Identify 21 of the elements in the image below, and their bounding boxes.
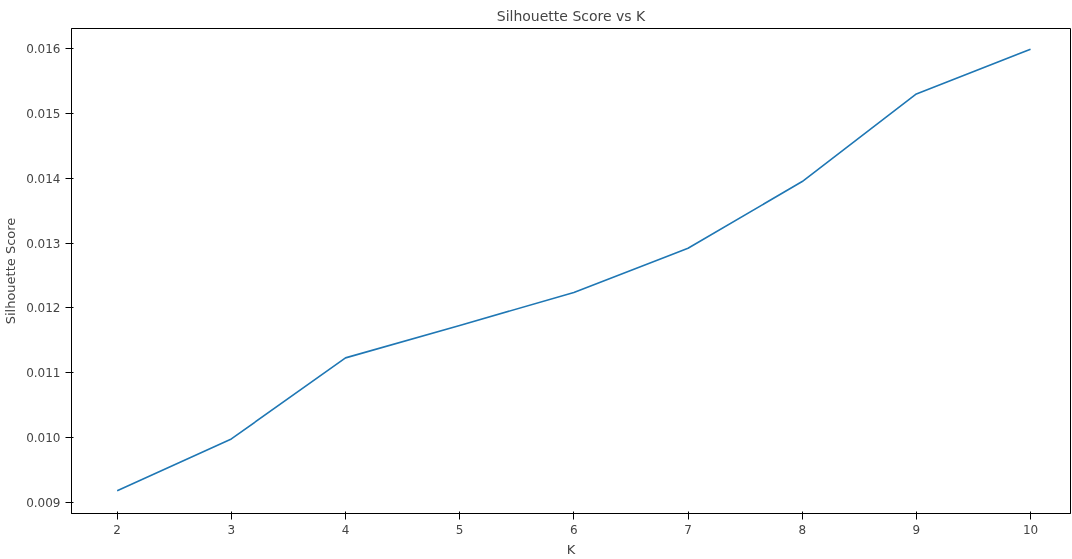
y-tick-label: 0.010 bbox=[26, 431, 61, 446]
x-tick-label: 7 bbox=[684, 522, 692, 537]
x-tick-label: 6 bbox=[570, 522, 578, 537]
x-tick-label: 3 bbox=[227, 522, 236, 537]
y-tick-label: 0.012 bbox=[26, 301, 61, 316]
x-tick-label: 10 bbox=[1022, 522, 1039, 537]
x-tick-label: 9 bbox=[912, 522, 921, 537]
y-tick-label: 0.015 bbox=[26, 106, 61, 121]
x-tick-label: 2 bbox=[113, 522, 121, 537]
x-tick-label: 8 bbox=[798, 522, 807, 537]
line-series bbox=[116, 48, 1032, 492]
x-axis-title: K bbox=[566, 541, 576, 557]
y-tick-label: 0.013 bbox=[26, 236, 61, 251]
y-tick-label: 0.011 bbox=[26, 366, 61, 381]
chart-title: Silhouette Score vs K bbox=[496, 7, 647, 24]
y-axis-title: Silhouette Score bbox=[3, 217, 19, 325]
x-tick-label: 5 bbox=[455, 522, 464, 537]
y-tick-label: 0.016 bbox=[26, 42, 61, 57]
y-tick-label: 0.009 bbox=[26, 495, 61, 510]
y-tick-label: 0.014 bbox=[26, 171, 61, 186]
x-tick-label: 4 bbox=[341, 522, 350, 537]
